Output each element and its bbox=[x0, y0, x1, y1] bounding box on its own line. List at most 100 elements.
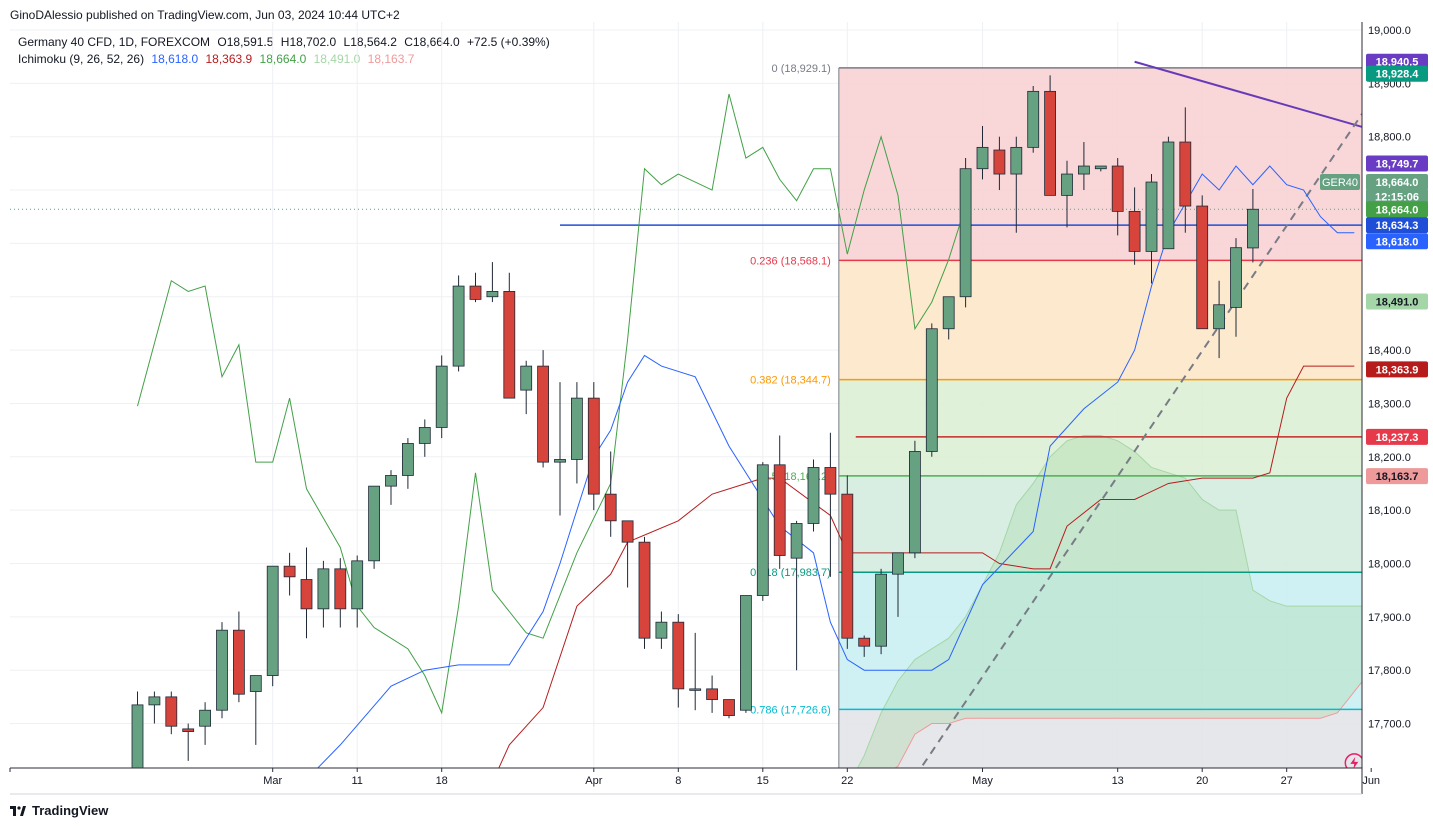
price-axis-label: 18,940.5 bbox=[1366, 53, 1428, 70]
time-tick-label: 27 bbox=[1281, 775, 1293, 787]
time-tick-label: Mar bbox=[263, 775, 282, 787]
price-axis-label: 18,664.0 bbox=[1366, 201, 1428, 218]
candle-body bbox=[604, 493, 617, 522]
fib-level-label: 0.618 (17,983.7) bbox=[750, 567, 831, 579]
candle-body bbox=[1111, 165, 1124, 212]
symbol-name[interactable]: Germany 40 CFD, 1D, FOREXCOM bbox=[18, 35, 211, 49]
candle-body bbox=[959, 168, 972, 298]
candle-body bbox=[520, 365, 533, 391]
price-tick-label: 19,000.0 bbox=[1368, 25, 1411, 37]
candle-body bbox=[317, 568, 330, 610]
candle-body bbox=[638, 541, 651, 639]
kijun-sen-line bbox=[498, 365, 1355, 768]
candle-body bbox=[1247, 208, 1259, 249]
fib-level-label: 0.236 (18,568.1) bbox=[750, 255, 831, 267]
candle-body bbox=[469, 285, 482, 300]
candle-body bbox=[790, 523, 803, 559]
candle-body bbox=[1010, 146, 1023, 175]
time-tick-label: 18 bbox=[436, 775, 448, 787]
candle-body bbox=[1230, 247, 1242, 308]
price-axis-label: 18,618.0 bbox=[1366, 233, 1428, 250]
price-axis-label-text: 12:15:06 bbox=[1375, 191, 1419, 203]
price-axis-label-text: 18,928.4 bbox=[1376, 69, 1420, 81]
ichimoku-cloud bbox=[857, 435, 1362, 768]
symbol-legend-row: Germany 40 CFD, 1D, FOREXCOM O18,591.5 H… bbox=[18, 34, 554, 51]
ohlc-high: H18,702.0 bbox=[280, 35, 337, 49]
candle-body bbox=[266, 565, 279, 676]
tradingview-logo-icon bbox=[10, 805, 26, 816]
candle-body bbox=[1128, 210, 1141, 252]
price-axis-label: 18,237.3 bbox=[1366, 428, 1428, 445]
candle-body bbox=[148, 696, 161, 706]
fib-zone bbox=[838, 709, 1362, 768]
candle-body bbox=[216, 629, 228, 711]
price-axis-label-bg bbox=[1366, 428, 1428, 445]
price-axis-label-bg bbox=[1366, 201, 1428, 218]
price-chart[interactable]: 0 (18,929.1) 0.236 (18,568.1) 0.382 (18,34… bbox=[0, 0, 1433, 800]
candle-body bbox=[672, 621, 685, 690]
price-axis-label-bg bbox=[1366, 217, 1428, 234]
candle-body bbox=[621, 520, 634, 543]
price-axis-label-text: 18,237.3 bbox=[1376, 432, 1419, 444]
candle-body bbox=[706, 688, 718, 700]
candle-body bbox=[587, 397, 600, 495]
ohlc-open: O18,591.5 bbox=[217, 35, 274, 49]
price-axis-label-text: 18,940.5 bbox=[1376, 57, 1419, 69]
candle-body bbox=[334, 568, 347, 610]
price-tick-label: 18,000.0 bbox=[1368, 559, 1411, 571]
price-axis-label: 12:15:06 bbox=[1366, 188, 1428, 205]
plot-area: 0 (18,929.1) 0.236 (18,568.1) 0.382 (18,34… bbox=[10, 22, 1362, 768]
symbol-tag-bg bbox=[1320, 174, 1360, 191]
price-axis-label-bg bbox=[1366, 174, 1428, 191]
dashed-trendline bbox=[919, 112, 1362, 768]
ichimoku-value: 18,363.9 bbox=[205, 52, 253, 66]
price-axis-label: 18,749.7 bbox=[1366, 155, 1428, 172]
candle-body bbox=[182, 728, 195, 732]
ichimoku-label[interactable]: Ichimoku (9, 26, 52, 26) bbox=[18, 52, 145, 66]
candle-body bbox=[503, 291, 516, 399]
price-tick-label: 18,200.0 bbox=[1368, 452, 1411, 464]
time-tick-label: 8 bbox=[675, 775, 681, 787]
price-axis-label-text: 18,491.0 bbox=[1376, 297, 1419, 309]
candle-body bbox=[740, 595, 752, 711]
price-axis-label: 18,634.3 bbox=[1366, 217, 1428, 234]
footer: TradingView bbox=[10, 803, 108, 818]
fib-zone bbox=[838, 475, 1362, 573]
chikou-span-line bbox=[137, 93, 967, 715]
tenkan-sen-line bbox=[317, 165, 1355, 768]
price-axis-label: 18,664.0 GER40 bbox=[1320, 174, 1428, 191]
candle-body bbox=[1162, 141, 1175, 250]
time-tick-label: Apr bbox=[585, 775, 602, 787]
candle-body bbox=[942, 296, 955, 330]
ichimoku-legend-row: Ichimoku (9, 26, 52, 26) 18,618.0 18,363… bbox=[18, 51, 554, 68]
lightning-icon-bolt bbox=[1350, 756, 1359, 768]
candle-body bbox=[909, 451, 921, 554]
price-axis-label-text: 18,749.7 bbox=[1376, 159, 1419, 171]
senkou-span-b-line bbox=[894, 681, 1362, 768]
candle-body bbox=[858, 637, 871, 647]
price-tick-label: 18,300.0 bbox=[1368, 398, 1411, 410]
candle-body bbox=[1044, 90, 1056, 196]
price-axis-label: 18,928.4 bbox=[1366, 65, 1428, 82]
candle-body bbox=[807, 467, 820, 524]
candle-body bbox=[925, 328, 938, 452]
candle-body bbox=[452, 285, 465, 367]
price-axis-label-bg bbox=[1366, 233, 1428, 250]
candle-body bbox=[418, 427, 431, 444]
price-axis-label-text: 18,163.7 bbox=[1376, 471, 1419, 483]
time-tick-label: 13 bbox=[1112, 775, 1124, 787]
candle-body bbox=[435, 365, 448, 428]
candle-body bbox=[199, 709, 212, 727]
price-axis-label-text: 18,363.9 bbox=[1376, 364, 1419, 376]
fib-level-label: 0.786 (17,726.6) bbox=[750, 704, 831, 716]
time-tick-label: 15 bbox=[757, 775, 769, 787]
time-tick-label: 11 bbox=[351, 775, 362, 787]
price-axis-label-text: 18,664.0 bbox=[1376, 204, 1419, 216]
fib-zone bbox=[838, 572, 1362, 710]
candle-body bbox=[993, 149, 1006, 175]
candle-body bbox=[554, 459, 566, 463]
price-axis-label-bg bbox=[1366, 468, 1428, 485]
candle-body bbox=[892, 552, 904, 575]
price-axis-label-bg bbox=[1366, 155, 1428, 172]
ichimoku-value: 18,491.0 bbox=[313, 52, 361, 66]
